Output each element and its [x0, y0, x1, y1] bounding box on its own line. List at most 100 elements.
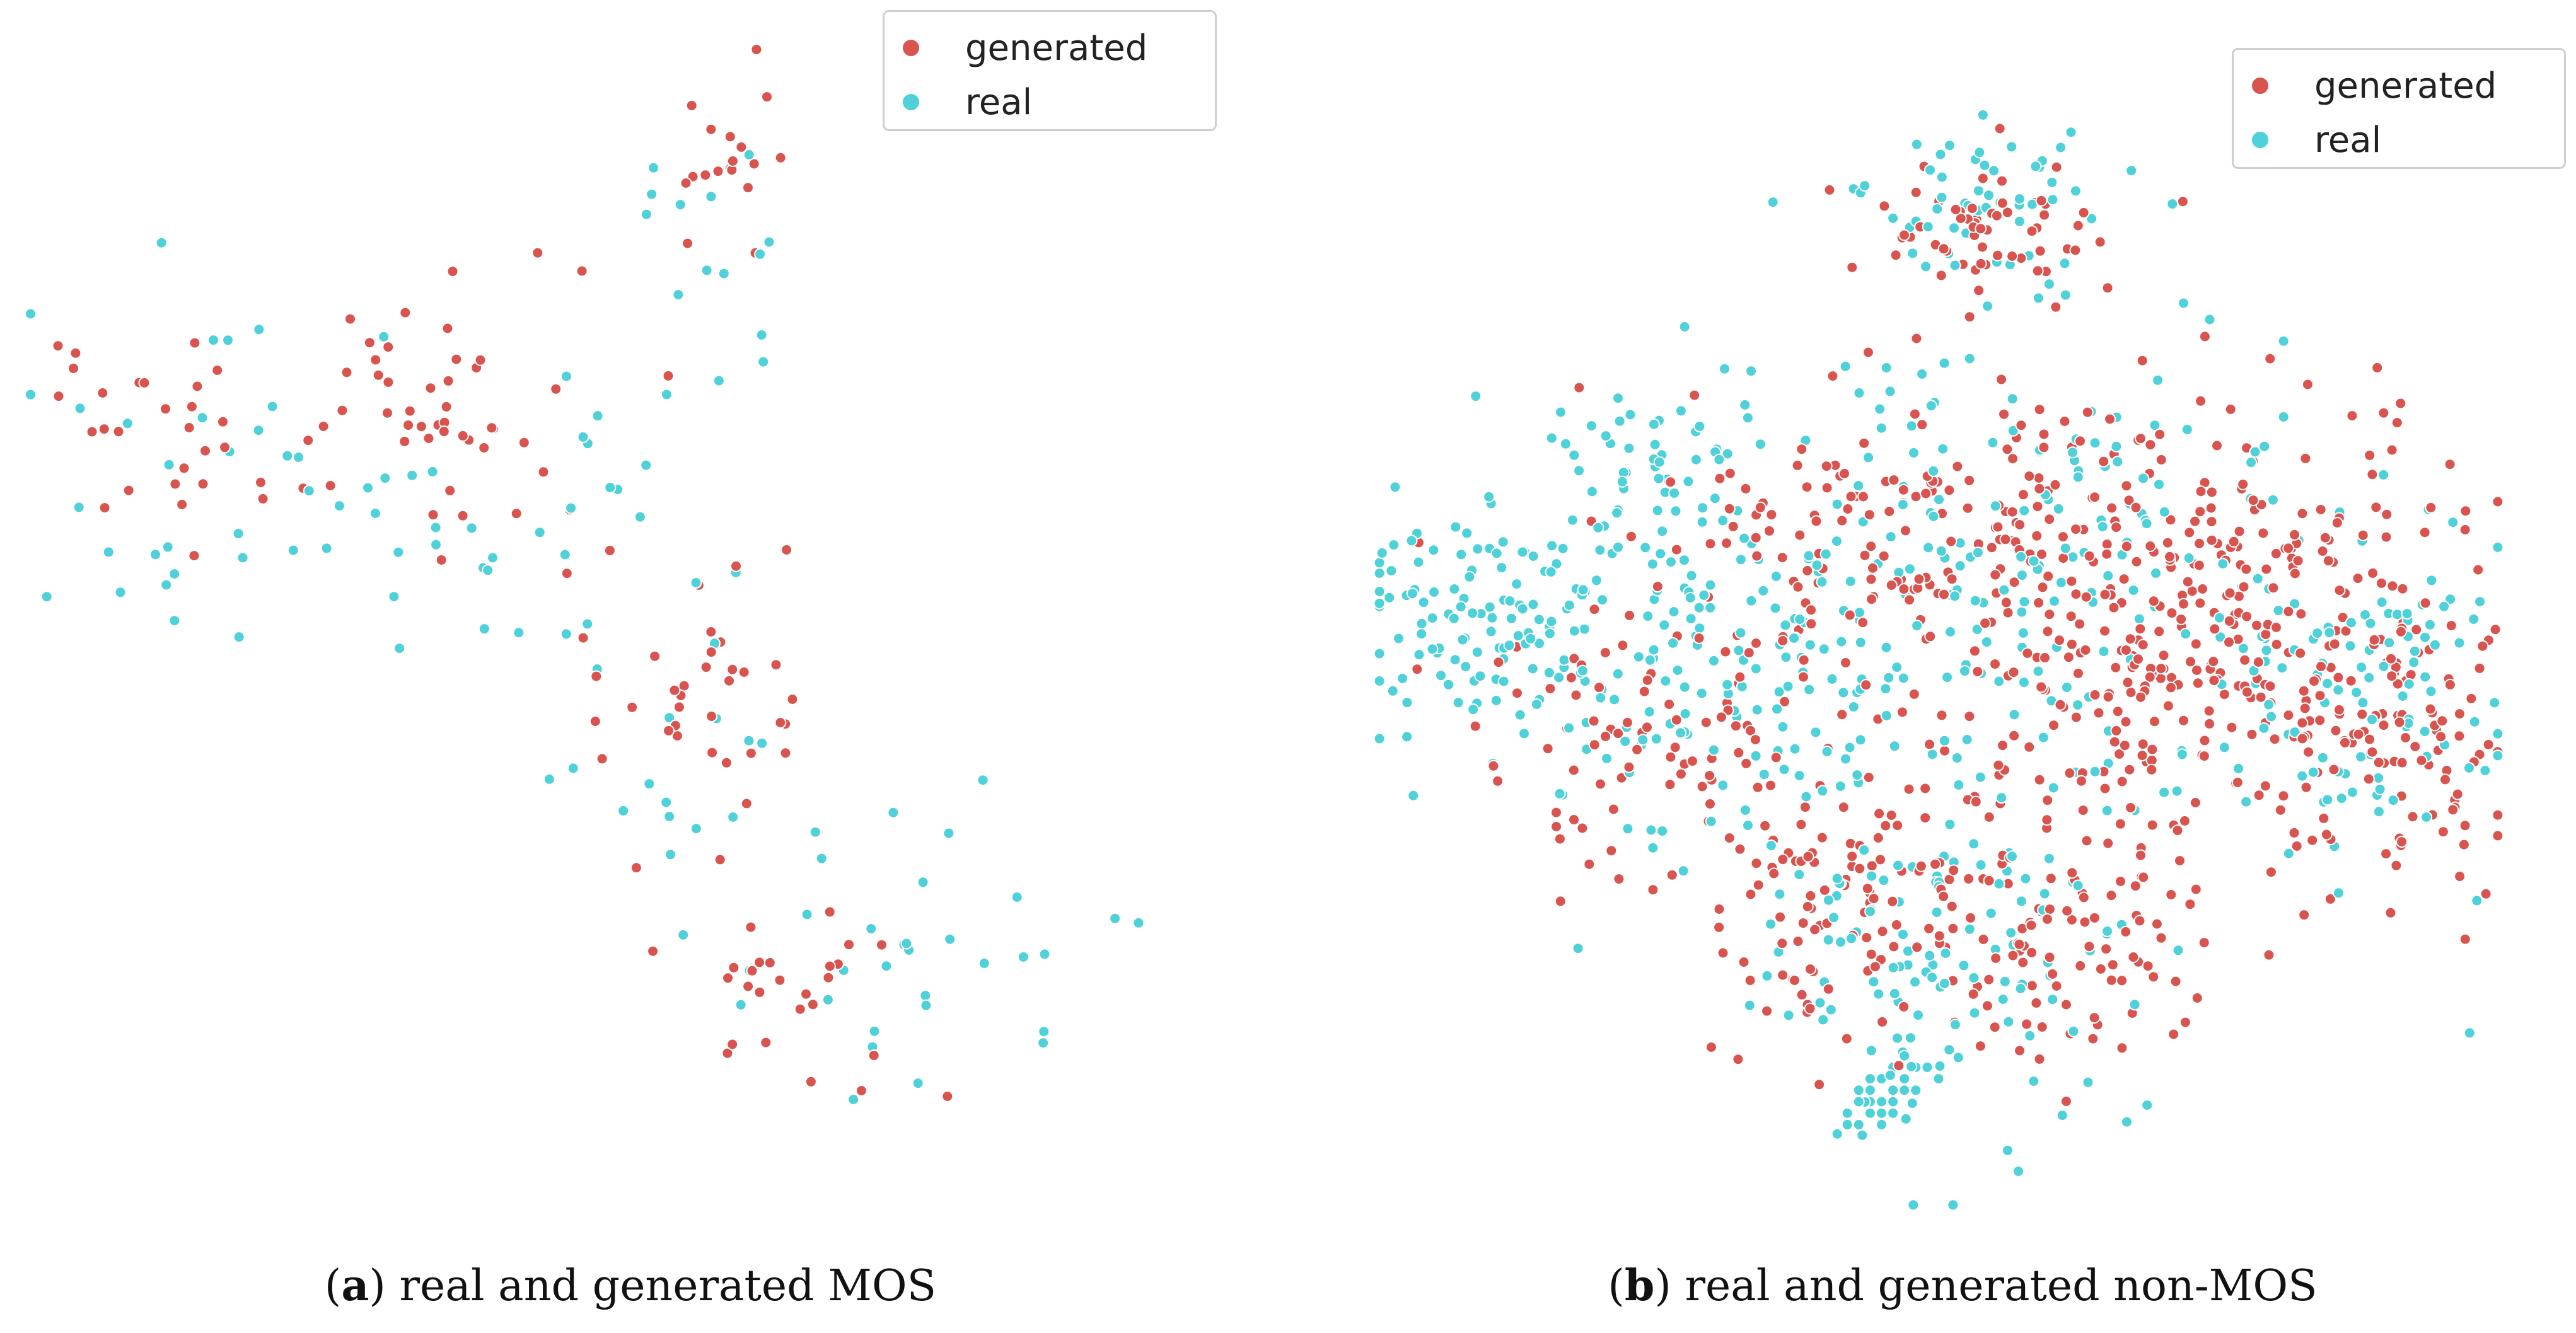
point-real	[677, 928, 690, 941]
point-generated	[855, 1085, 867, 1097]
point-real	[1665, 556, 1677, 568]
point-real	[2150, 567, 2162, 579]
point-generated	[2079, 916, 2091, 928]
point-real	[1616, 475, 1628, 488]
point-real	[565, 502, 577, 514]
point-real	[114, 586, 127, 599]
point-generated	[1761, 1005, 1773, 1017]
point-real	[1858, 844, 1871, 857]
point-generated	[402, 419, 415, 432]
point-generated	[2184, 898, 2196, 911]
point-real	[1978, 159, 1991, 171]
point-real	[1754, 438, 1767, 451]
point-generated	[1794, 529, 1806, 541]
point-real	[2425, 685, 2437, 698]
point-real	[1865, 870, 1878, 882]
point-real	[2111, 456, 2124, 468]
point-generated	[1576, 822, 1589, 834]
point-generated	[2157, 649, 2170, 662]
point-real	[2364, 617, 2377, 630]
point-real	[2125, 164, 2138, 177]
point-real	[1678, 321, 1691, 333]
point-real	[1545, 615, 1558, 628]
point-real	[1709, 492, 1721, 505]
point-real	[674, 199, 687, 211]
point-real	[1650, 732, 1662, 745]
point-generated	[1700, 716, 1712, 729]
point-real	[1017, 950, 1030, 963]
point-real	[1693, 622, 1706, 635]
point-generated	[2190, 638, 2202, 650]
point-real	[1696, 516, 1709, 528]
point-real	[429, 521, 442, 534]
point-real	[1949, 1019, 1961, 1031]
point-real	[1373, 647, 1386, 660]
point-real	[2097, 645, 2110, 658]
point-generated	[2445, 620, 2457, 632]
point-generated	[1621, 716, 1633, 729]
point-generated	[1915, 860, 1927, 872]
point-real	[1983, 189, 1995, 202]
point-generated	[1920, 487, 1932, 500]
point-generated	[2459, 819, 2471, 832]
point-generated	[1663, 698, 1676, 710]
point-generated	[2137, 738, 2149, 751]
point-generated	[1411, 663, 1424, 676]
point-real	[2058, 257, 2071, 270]
point-generated	[2146, 819, 2159, 831]
point-real	[2355, 661, 2368, 674]
point-real	[809, 826, 821, 838]
point-generated	[138, 377, 151, 389]
point-real	[1831, 872, 1843, 885]
point-real	[1927, 510, 1940, 522]
point-real	[40, 591, 53, 603]
point-generated	[1720, 537, 1733, 550]
point-real	[253, 323, 265, 336]
point-real	[2408, 656, 2420, 669]
point-generated	[705, 123, 717, 136]
point-generated	[1796, 988, 1808, 1001]
point-real	[1876, 1107, 1888, 1119]
point-real	[1693, 601, 1705, 614]
point-real	[233, 631, 245, 643]
point-generated	[2142, 960, 2154, 972]
point-generated	[1792, 935, 1804, 948]
point-real	[1864, 1107, 1876, 1119]
point-real	[1932, 1073, 1945, 1085]
point-generated	[2033, 482, 2046, 495]
point-real	[2028, 1075, 2040, 1087]
point-real	[977, 774, 989, 787]
point-generated	[2106, 959, 2119, 971]
point-real	[2029, 160, 2042, 173]
point-generated	[444, 484, 456, 497]
point-real	[2218, 741, 2231, 754]
point-generated	[1568, 814, 1580, 826]
point-generated	[2061, 904, 2074, 917]
point-generated	[2282, 605, 2295, 618]
point-real	[1485, 625, 1497, 638]
point-generated	[1911, 941, 1923, 954]
point-real	[1897, 928, 1909, 941]
point-generated	[1961, 502, 1974, 514]
point-generated	[440, 400, 453, 413]
point-generated	[2014, 1044, 2026, 1057]
point-generated	[2205, 516, 2218, 528]
point-generated	[774, 974, 786, 986]
point-generated	[1863, 509, 1876, 521]
point-real	[2101, 804, 2113, 817]
point-real	[1968, 972, 1980, 984]
point-generated	[1916, 418, 1929, 431]
point-generated	[2001, 206, 2014, 219]
point-real	[1814, 996, 1826, 1009]
point-real	[362, 482, 374, 494]
point-generated	[2208, 674, 2220, 687]
point-real	[1845, 932, 1858, 945]
point-generated	[415, 420, 427, 433]
point-real	[1563, 599, 1575, 611]
point-generated	[2089, 689, 2101, 701]
point-real	[1585, 420, 1598, 432]
point-real	[73, 501, 85, 514]
point-real	[388, 591, 400, 603]
point-real	[2017, 676, 2030, 689]
point-real	[1644, 654, 1656, 666]
